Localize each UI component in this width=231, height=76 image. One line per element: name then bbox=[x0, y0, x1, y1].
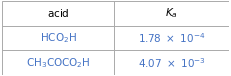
Text: $\mathrm{HCO_2H}$: $\mathrm{HCO_2H}$ bbox=[40, 31, 77, 45]
Text: $4.07\ \times\ 10^{-3}$: $4.07\ \times\ 10^{-3}$ bbox=[137, 56, 206, 70]
Text: $\mathrm{acid}$: $\mathrm{acid}$ bbox=[47, 7, 70, 19]
Text: $\mathit{K}_{\mathit{a}}$: $\mathit{K}_{\mathit{a}}$ bbox=[165, 6, 178, 20]
Text: $1.78\ \times\ 10^{-4}$: $1.78\ \times\ 10^{-4}$ bbox=[138, 31, 205, 45]
Text: $\mathrm{CH_3COCO_2H}$: $\mathrm{CH_3COCO_2H}$ bbox=[26, 56, 91, 70]
